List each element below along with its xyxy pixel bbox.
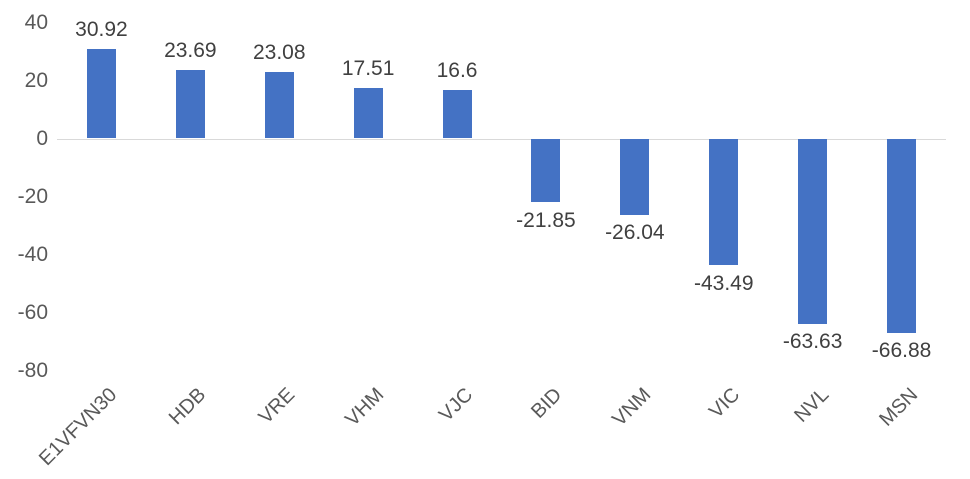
value-label: 23.08 bbox=[252, 40, 306, 64]
value-label: -26.04 bbox=[605, 221, 665, 245]
bar bbox=[353, 87, 383, 139]
value-label: -66.88 bbox=[871, 339, 932, 363]
value-label: -43.49 bbox=[693, 271, 754, 295]
bar bbox=[531, 139, 561, 203]
bar bbox=[887, 139, 917, 333]
bar bbox=[709, 139, 739, 266]
value-label: 16.6 bbox=[436, 59, 478, 83]
category-label: E1VFVN30 bbox=[35, 383, 122, 471]
bar bbox=[86, 48, 116, 139]
y-tick-label: 0 bbox=[36, 126, 48, 150]
y-tick-label: -60 bbox=[17, 300, 48, 324]
y-tick-label: 40 bbox=[24, 10, 48, 34]
bar bbox=[264, 71, 294, 139]
value-label: 23.69 bbox=[164, 38, 217, 62]
bar bbox=[442, 90, 472, 139]
bar bbox=[175, 69, 205, 139]
y-tick-label: -80 bbox=[17, 358, 48, 382]
bar bbox=[798, 139, 828, 324]
y-tick-label: 20 bbox=[24, 68, 48, 92]
bar bbox=[620, 139, 650, 215]
value-label: 30.92 bbox=[75, 17, 128, 41]
value-label: -21.85 bbox=[516, 208, 576, 232]
value-label: 17.51 bbox=[341, 56, 395, 80]
y-tick-label: -40 bbox=[17, 242, 48, 266]
zero-axis-line bbox=[57, 138, 946, 140]
y-tick-label: -20 bbox=[17, 184, 48, 208]
value-label: -63.63 bbox=[782, 330, 843, 354]
